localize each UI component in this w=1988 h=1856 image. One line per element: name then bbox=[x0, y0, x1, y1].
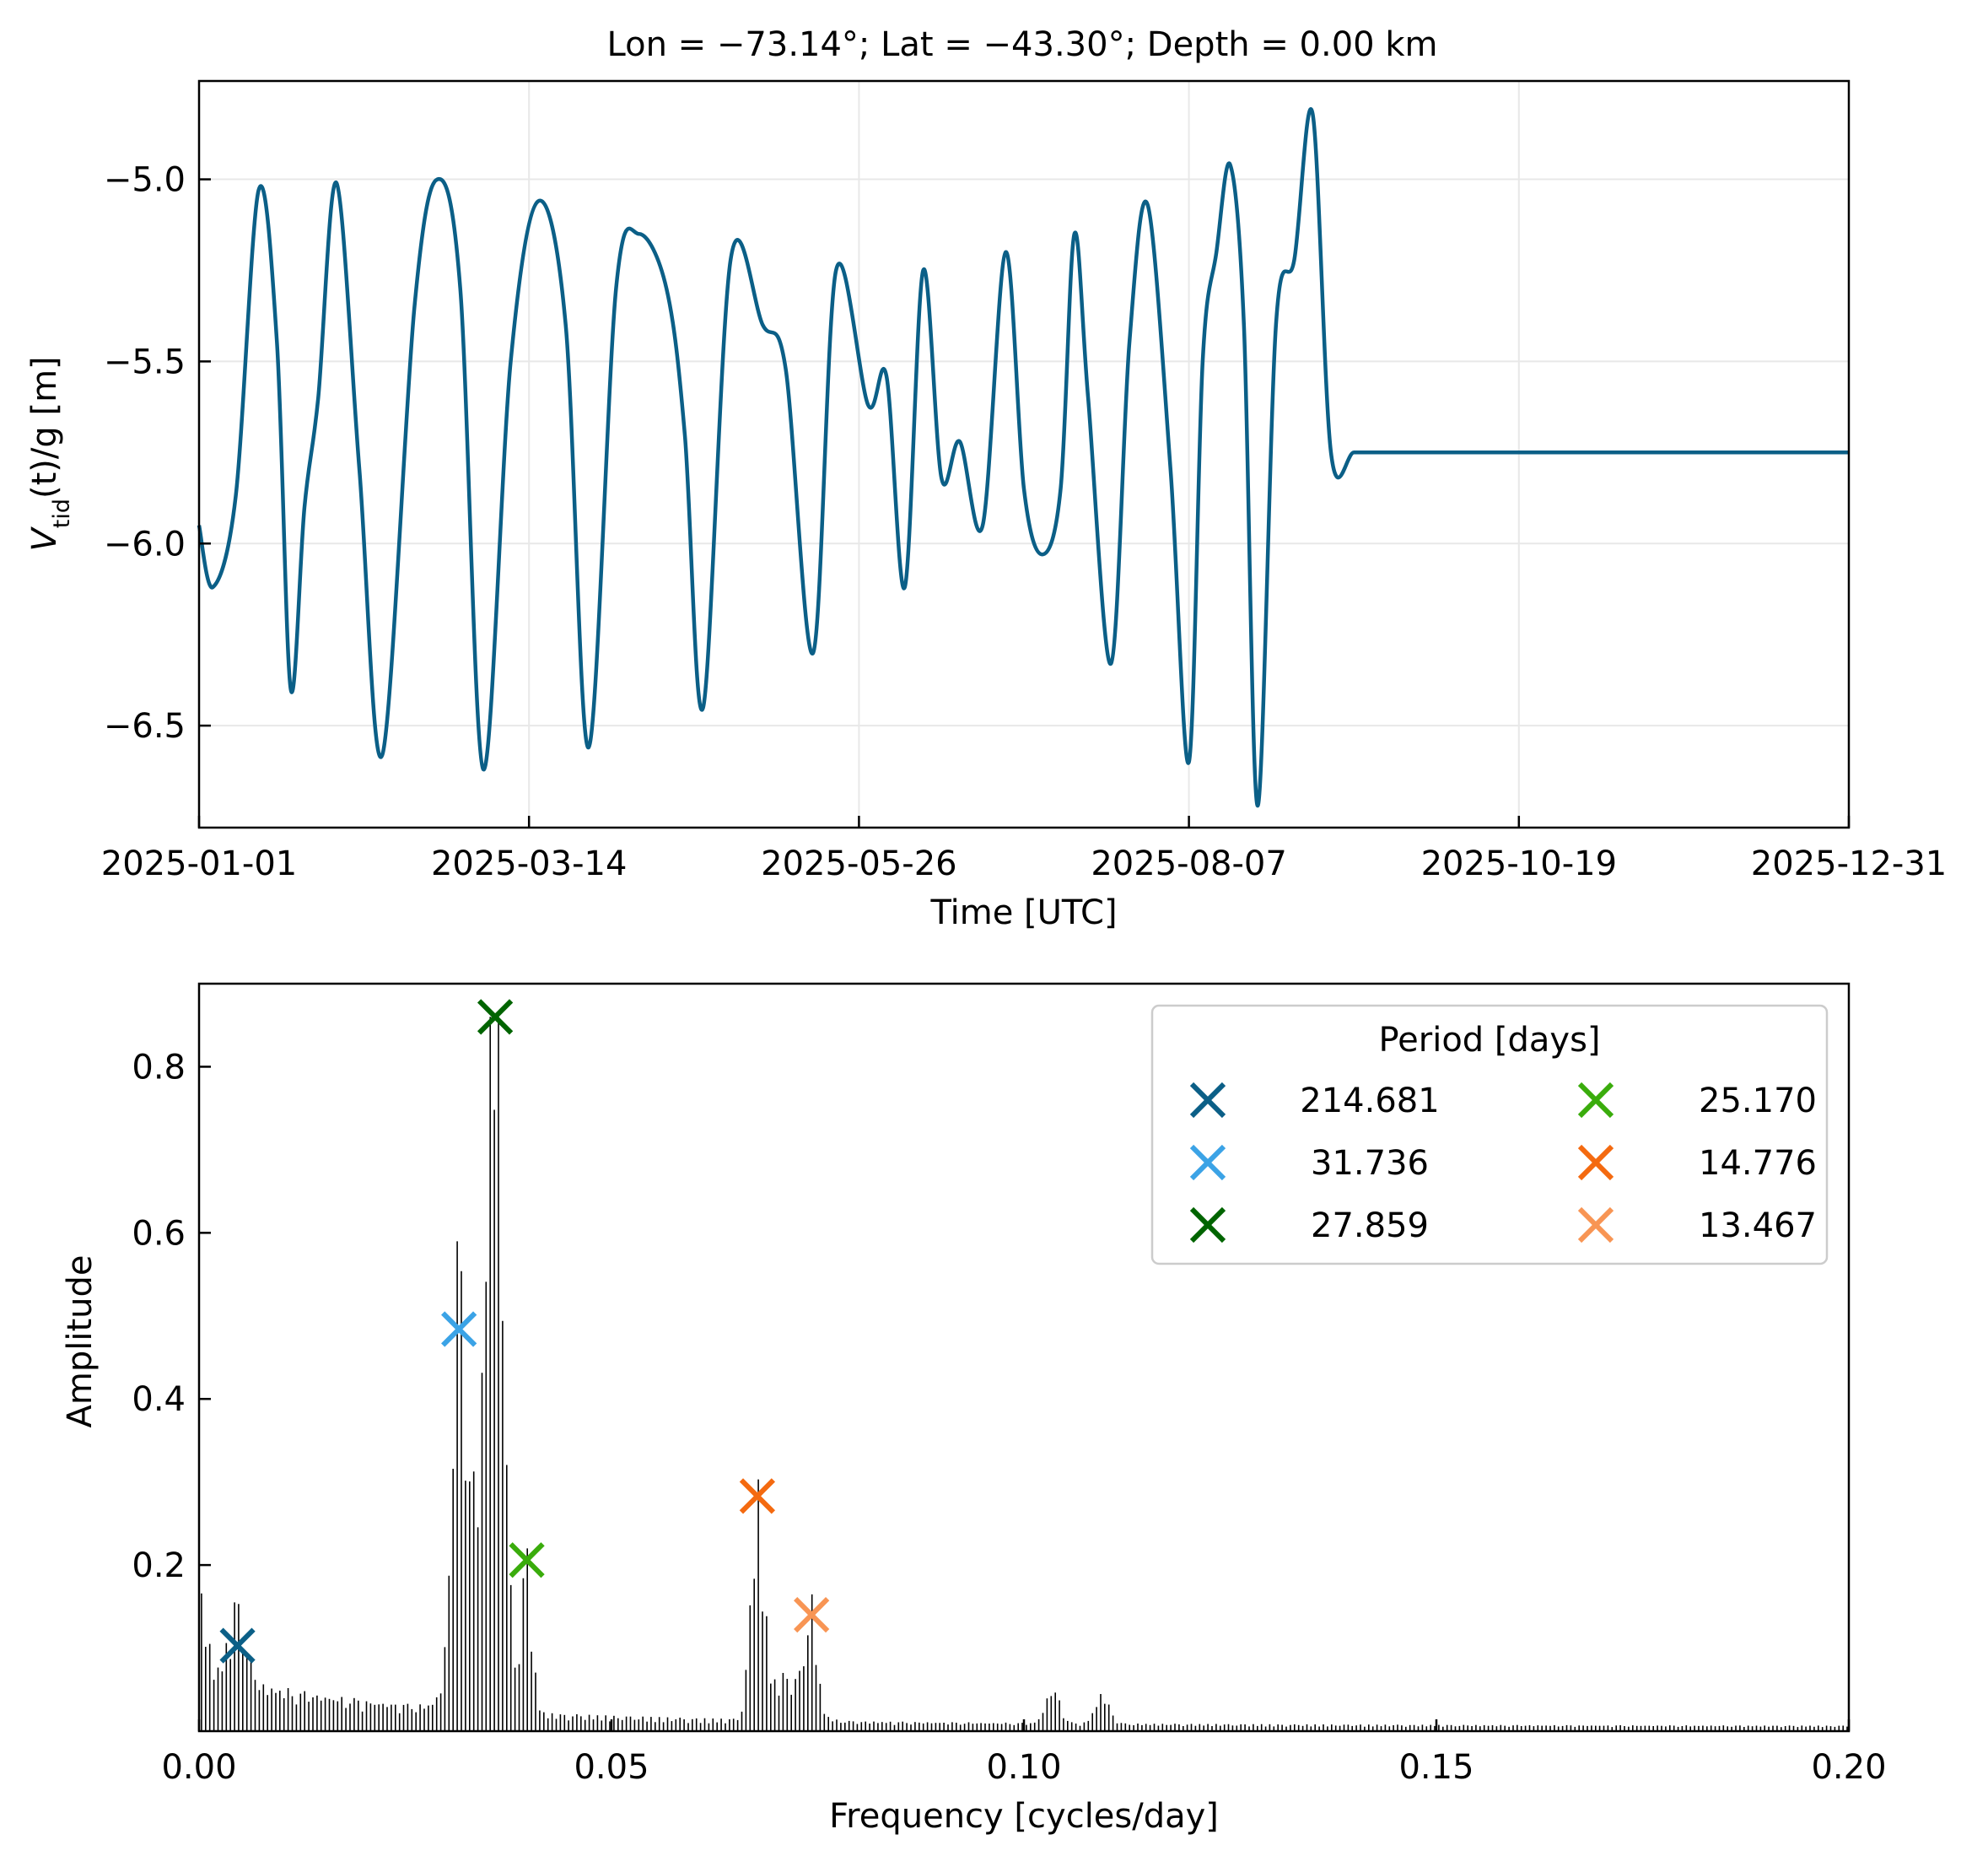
peak-marker-31.736 bbox=[441, 1311, 477, 1347]
peak-marker-13.467 bbox=[794, 1597, 830, 1633]
legend-entries: 214.681 31.736 27.859 25.170 14.776 13.467 bbox=[1189, 1082, 1817, 1245]
amplitude-y-axis: 0.2 0.4 0.6 0.8 bbox=[132, 1048, 211, 1585]
x-tick-label: 0.20 bbox=[1811, 1748, 1886, 1787]
x-tick-label: 0.10 bbox=[986, 1748, 1061, 1787]
legend-marker-25.170 bbox=[1577, 1082, 1614, 1119]
legend-label-14.776: 14.776 bbox=[1699, 1144, 1817, 1183]
legend-label-31.736: 31.736 bbox=[1311, 1144, 1429, 1183]
series-line-tidal-potential bbox=[197, 107, 1849, 808]
legend-marker-214.681 bbox=[1189, 1082, 1226, 1119]
legend-label-27.859: 27.859 bbox=[1311, 1206, 1429, 1245]
x-tick-label: 0.00 bbox=[161, 1748, 236, 1787]
time-series-grid bbox=[199, 81, 1849, 828]
legend: Period [days] 214.681 31.736 27.859 25.170 1… bbox=[1150, 1004, 1829, 1265]
chart-title: Lon = −73.14°; Lat = −43.30°; Depth = 0.… bbox=[607, 25, 1438, 64]
x-tick-label: 2025-10-19 bbox=[1421, 844, 1617, 883]
legend-marker-13.467 bbox=[1577, 1206, 1614, 1244]
y-axis-label-potential: Vtid(t)/g [m] bbox=[25, 356, 75, 551]
y-tick-label: −5.5 bbox=[104, 343, 186, 381]
time-series-frame bbox=[197, 79, 1851, 829]
x-tick-label: 0.05 bbox=[574, 1748, 649, 1787]
x-tick-label: 2025-03-14 bbox=[431, 844, 627, 883]
peak-marker-14.776 bbox=[739, 1478, 776, 1514]
peak-marker-27.859 bbox=[477, 999, 514, 1035]
y-tick-label: 0.6 bbox=[132, 1214, 186, 1253]
legend-marker-27.859 bbox=[1189, 1206, 1226, 1244]
legend-box bbox=[1150, 1004, 1829, 1265]
y-tick-label: 0.2 bbox=[132, 1546, 186, 1585]
y-tick-label: 0.4 bbox=[132, 1380, 186, 1419]
y-tick-label: −6.5 bbox=[104, 707, 186, 746]
time-x-axis: 2025-01-01 2025-03-14 2025-05-26 2025-08-07… bbox=[101, 816, 1947, 883]
legend-label-25.170: 25.170 bbox=[1699, 1082, 1817, 1120]
peak-markers bbox=[219, 999, 830, 1664]
x-axis-label-time: Time [UTC] bbox=[929, 893, 1117, 932]
x-tick-label: 2025-12-31 bbox=[1751, 844, 1947, 883]
x-tick-label: 2025-08-07 bbox=[1091, 844, 1286, 883]
x-axis-label-frequency: Frequency [cycles/day] bbox=[829, 1797, 1219, 1836]
spectrum-panel: 0.00 0.05 0.10 0.15 0.20 0.2 0.4 0.6 0.8 Freque… bbox=[61, 982, 1887, 1836]
y-axis-label-amplitude: Amplitude bbox=[61, 1255, 100, 1428]
legend-label-214.681: 214.681 bbox=[1300, 1082, 1439, 1120]
legend-title: Period [days] bbox=[1378, 1021, 1600, 1060]
x-tick-label: 0.15 bbox=[1398, 1748, 1473, 1787]
peak-marker-25.170 bbox=[509, 1542, 545, 1578]
spectrum-bars bbox=[201, 1017, 1848, 1731]
y-tick-label: −6.0 bbox=[104, 525, 186, 564]
frequency-x-axis: 0.00 0.05 0.10 0.15 0.20 bbox=[161, 1719, 1887, 1787]
legend-marker-31.736 bbox=[1189, 1144, 1226, 1181]
legend-label-13.467: 13.467 bbox=[1699, 1206, 1817, 1245]
y-tick-label: −5.0 bbox=[104, 161, 186, 200]
time-series-panel: Lon = −73.14°; Lat = −43.30°; Depth = 0.… bbox=[25, 25, 1947, 932]
x-tick-label: 2025-05-26 bbox=[761, 844, 956, 883]
time-y-axis: −5.0 −5.5 −6.0 −6.5 bbox=[104, 161, 211, 746]
x-tick-label: 2025-01-01 bbox=[101, 844, 297, 883]
legend-marker-14.776 bbox=[1577, 1144, 1614, 1181]
y-tick-label: 0.8 bbox=[132, 1048, 186, 1087]
peak-marker-214.681 bbox=[219, 1627, 256, 1664]
